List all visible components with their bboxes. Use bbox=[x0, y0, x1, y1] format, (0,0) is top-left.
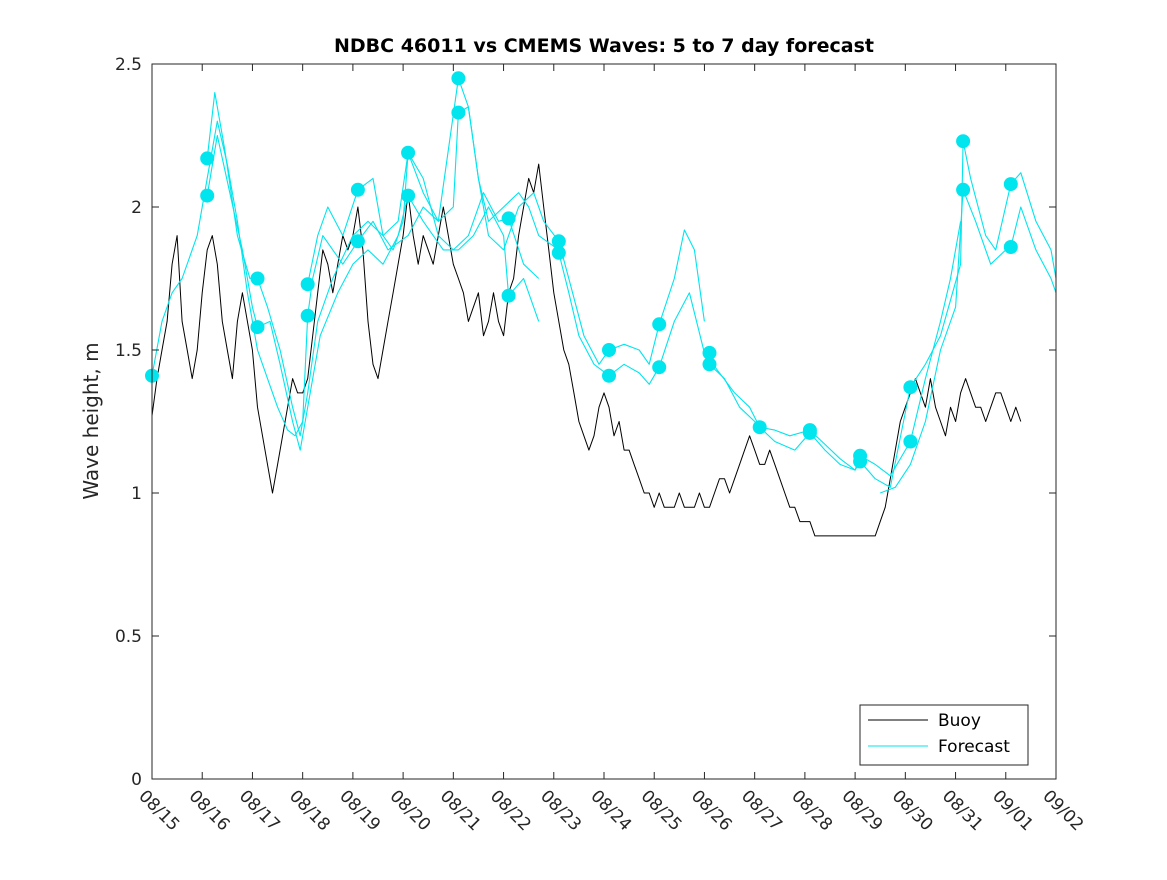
y-tick-label: 2.5 bbox=[115, 55, 142, 75]
y-tick-label: 0.5 bbox=[115, 627, 142, 647]
forecast-marker-18 bbox=[602, 368, 616, 383]
forecast-marker-5 bbox=[300, 277, 315, 292]
legend-label-forecast: Forecast bbox=[938, 737, 1010, 757]
forecast-marker-12 bbox=[451, 105, 466, 120]
series-layer bbox=[151, 77, 1057, 537]
y-tick-label: 2 bbox=[131, 198, 142, 218]
forecast-marker-2 bbox=[200, 188, 215, 203]
y-tick-label: 1.5 bbox=[115, 341, 142, 361]
forecast-marker-8 bbox=[350, 234, 365, 249]
forecast-marker-20 bbox=[652, 360, 667, 375]
y-tick-label: 1 bbox=[131, 484, 142, 504]
forecast-marker-29 bbox=[903, 434, 918, 449]
buoy-series-line bbox=[151, 163, 1022, 537]
forecast-series-line-4 bbox=[307, 77, 705, 365]
forecast-marker-22 bbox=[702, 357, 717, 372]
chart-title: NDBC 46011 vs CMEMS Waves: 5 to 7 day fo… bbox=[334, 35, 874, 57]
forecast-marker-9 bbox=[401, 145, 416, 160]
legend: Buoy Forecast bbox=[859, 704, 1029, 766]
forecast-marker-1 bbox=[200, 151, 215, 166]
forecast-marker-13 bbox=[501, 211, 516, 226]
plot-area bbox=[152, 64, 1056, 779]
forecast-marker-33 bbox=[1003, 240, 1018, 254]
forecast-marker-14 bbox=[501, 288, 516, 303]
forecast-marker-17 bbox=[602, 343, 616, 357]
forecast-series-line-2 bbox=[206, 134, 540, 451]
forecast-marker-28 bbox=[903, 380, 918, 395]
y-tick-label: 0 bbox=[131, 770, 142, 790]
forecast-marker-4 bbox=[250, 320, 265, 335]
y-axis-label: Wave height, m bbox=[79, 342, 103, 499]
forecast-marker-7 bbox=[350, 182, 365, 197]
forecast-marker-30 bbox=[956, 134, 971, 149]
forecast-marker-16 bbox=[551, 245, 566, 260]
legend-label-buoy: Buoy bbox=[938, 711, 981, 731]
forecast-marker-31 bbox=[956, 182, 971, 197]
forecast-marker-11 bbox=[451, 71, 466, 86]
forecast-marker-25 bbox=[802, 425, 817, 440]
forecast-marker-19 bbox=[652, 317, 667, 332]
legend-box bbox=[859, 704, 1029, 766]
forecast-marker-3 bbox=[250, 271, 265, 286]
forecast-marker-32 bbox=[1003, 177, 1018, 192]
forecast-marker-10 bbox=[401, 188, 416, 203]
forecast-series-line-7 bbox=[880, 189, 1057, 494]
forecast-marker-6 bbox=[300, 308, 315, 323]
forecast-marker-27 bbox=[853, 454, 868, 469]
forecast-marker-23 bbox=[752, 420, 767, 435]
